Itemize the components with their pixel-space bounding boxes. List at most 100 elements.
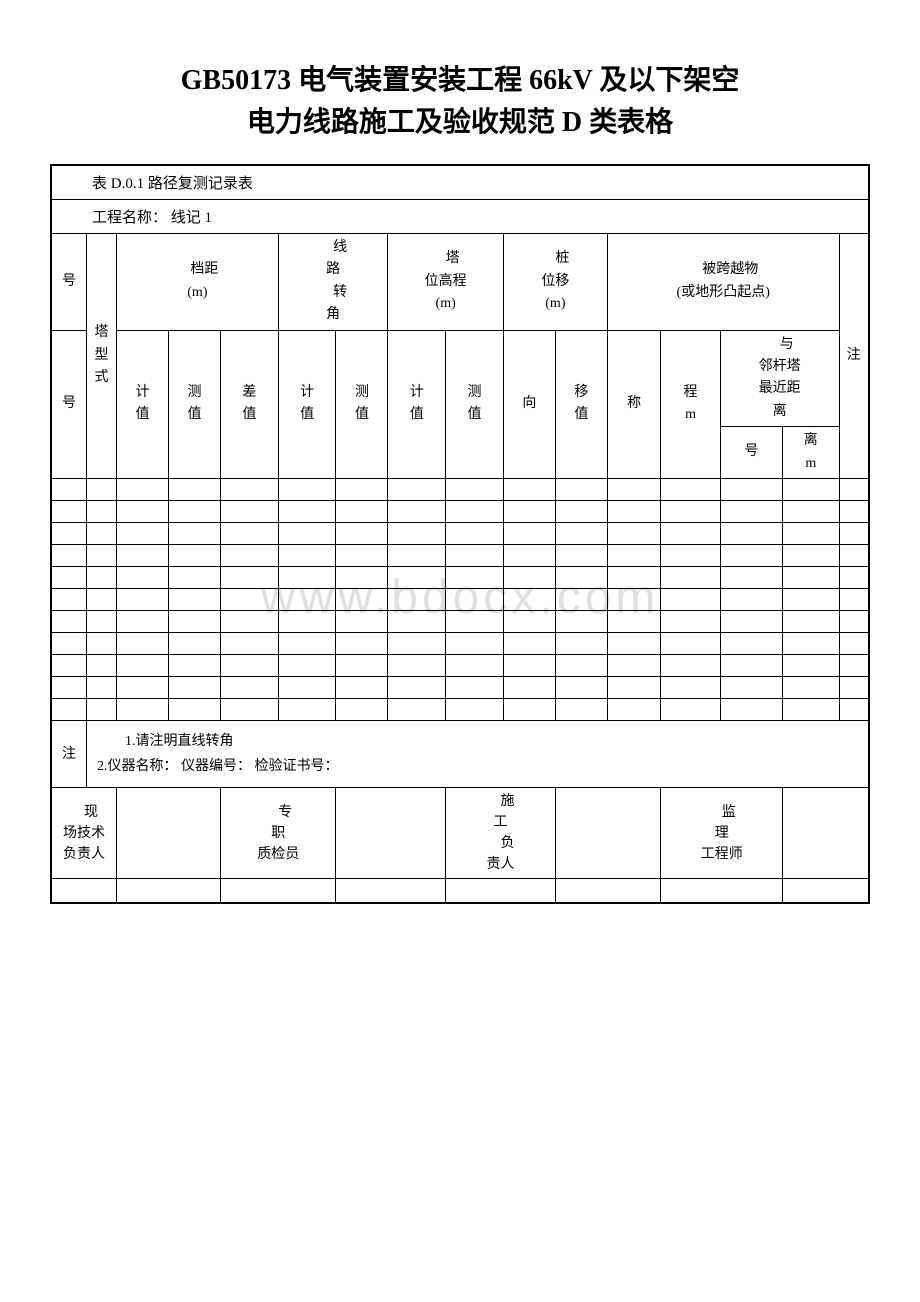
- table-cell: [446, 676, 504, 698]
- col-dang-ju: 档距(m): [117, 234, 279, 331]
- col-yi-zhi: 移值: [555, 330, 607, 478]
- col-ce-zhi-3: 测值: [446, 330, 504, 478]
- table-cell: [783, 654, 839, 676]
- table-cell: [503, 500, 555, 522]
- notes-label: 注: [51, 720, 87, 787]
- table-cell: [607, 654, 660, 676]
- sig-shi-gong-value: [555, 788, 661, 879]
- table-cell: [51, 544, 87, 566]
- table-row: [51, 522, 869, 544]
- table-cell: [720, 654, 782, 676]
- table-cell: [278, 632, 336, 654]
- table-cell: [839, 478, 869, 500]
- table-cell: [661, 698, 720, 720]
- table-cell: [720, 500, 782, 522]
- table-cell: [783, 544, 839, 566]
- notes-line-1: 1.请注明直线转角: [125, 734, 234, 749]
- table-cell: [783, 478, 839, 500]
- table-cell: [51, 500, 87, 522]
- notes-row: 注 1.请注明直线转角 2.仪器名称： 仪器编号： 检验证书号：: [51, 720, 869, 787]
- table-cell: [221, 566, 279, 588]
- table-row: [51, 500, 869, 522]
- table-cell: [117, 478, 169, 500]
- col-cha-zhi: 差值: [221, 330, 279, 478]
- table-cell: [661, 588, 720, 610]
- table-cell: [221, 654, 279, 676]
- table-cell: [169, 588, 221, 610]
- table-cell: [117, 588, 169, 610]
- sig-jian-li-value: [783, 788, 869, 879]
- table-cell: [51, 654, 87, 676]
- table-cell: [555, 544, 607, 566]
- table-cell: [51, 478, 87, 500]
- table-cell: [278, 522, 336, 544]
- table-cell: [87, 566, 117, 588]
- table-cell: [169, 478, 221, 500]
- table-cell: [839, 632, 869, 654]
- project-name-row: 工程名称： 线记 1: [51, 200, 869, 234]
- table-cell: [839, 566, 869, 588]
- table-cell: [221, 698, 279, 720]
- last-cell-2: [117, 879, 221, 903]
- table-cell: [720, 566, 782, 588]
- table-cell: [720, 676, 782, 698]
- table-cell: [555, 478, 607, 500]
- table-cell: [720, 588, 782, 610]
- table-cell: [607, 478, 660, 500]
- sig-zhuan-zhi-value: [336, 788, 446, 879]
- table-cell: [503, 698, 555, 720]
- table-cell: [555, 654, 607, 676]
- table-cell: [221, 544, 279, 566]
- table-cell: [607, 566, 660, 588]
- project-label: 工程名称：: [92, 210, 167, 226]
- col-ji-zhi-1: 计值: [117, 330, 169, 478]
- table-cell: [503, 654, 555, 676]
- table-cell: [336, 698, 388, 720]
- table-cell: [388, 698, 446, 720]
- table-cell: [503, 544, 555, 566]
- last-cell-6: [555, 879, 661, 903]
- col-li-m: 离m: [783, 427, 839, 479]
- col-xian-lu: 线路 转角: [278, 234, 388, 331]
- table-cell: [720, 632, 782, 654]
- table-cell: [783, 566, 839, 588]
- table-cell: [221, 676, 279, 698]
- table-cell: [51, 566, 87, 588]
- table-row: [51, 698, 869, 720]
- last-cell-7: [661, 879, 783, 903]
- table-cell: [336, 500, 388, 522]
- table-cell: [388, 632, 446, 654]
- table-cell: [117, 566, 169, 588]
- table-cell: [117, 544, 169, 566]
- table-cell: [607, 632, 660, 654]
- table-cell: [87, 478, 117, 500]
- table-cell: [607, 698, 660, 720]
- last-cell-8: [783, 879, 869, 903]
- table-cell: [839, 610, 869, 632]
- col-ta-xing-shi: 塔型式: [87, 234, 117, 479]
- header-row-2: 号 计值 测值 差值 计值 测值 计值 测值 向 移值 称 程m 与邻杆塔最近距…: [51, 330, 869, 427]
- table-cell: [783, 522, 839, 544]
- col-ta-wei: 塔位高程(m): [388, 234, 503, 331]
- table-cell: [278, 588, 336, 610]
- table-cell: [783, 698, 839, 720]
- document-content: GB50173 电气装置安装工程 66kV 及以下架空 电力线路施工及验收规范 …: [50, 60, 870, 904]
- table-cell: [336, 566, 388, 588]
- table-cell: [555, 610, 607, 632]
- table-cell: [446, 654, 504, 676]
- col-hao-1: 号: [51, 234, 87, 331]
- table-cell: [661, 566, 720, 588]
- col-bei-kua: 被跨越物(或地形凸起点): [607, 234, 839, 331]
- table-cell: [336, 478, 388, 500]
- table-cell: [607, 544, 660, 566]
- table-caption-row: 表 D.0.1 路径复测记录表: [51, 165, 869, 200]
- table-cell: [607, 588, 660, 610]
- table-cell: [87, 544, 117, 566]
- sig-jian-li-label: 监理工程师: [661, 788, 783, 879]
- document-title: GB50173 电气装置安装工程 66kV 及以下架空 电力线路施工及验收规范 …: [50, 60, 870, 144]
- table-cell: [87, 588, 117, 610]
- table-cell: [117, 500, 169, 522]
- table-cell: [117, 632, 169, 654]
- table-cell: [783, 676, 839, 698]
- table-cell: [661, 632, 720, 654]
